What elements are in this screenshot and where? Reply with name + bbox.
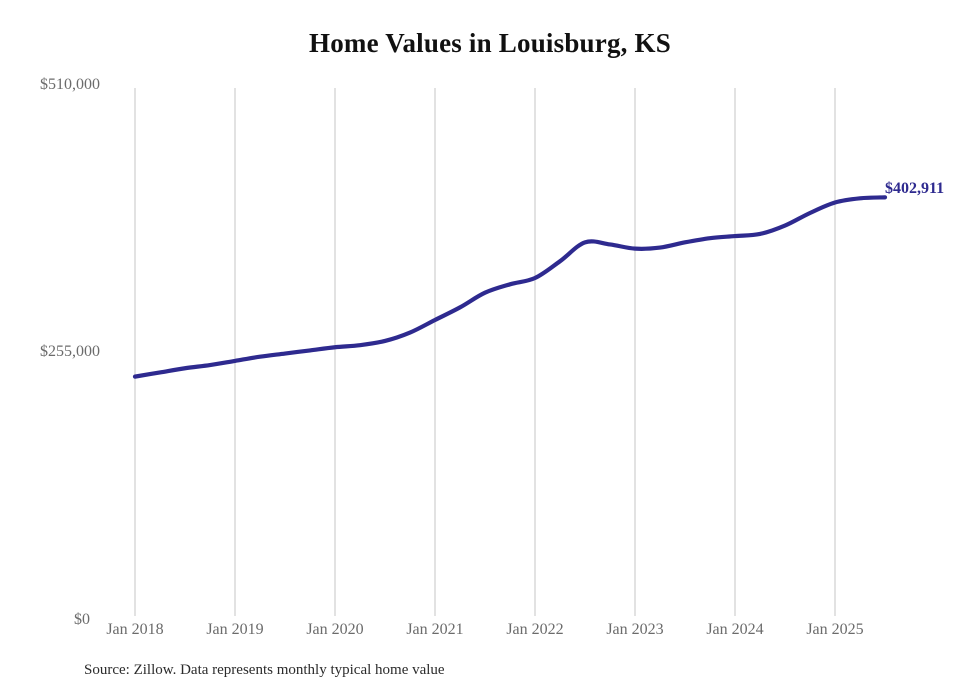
y-axis-tick-label-bottom: $0 bbox=[74, 611, 90, 628]
latest-value-annotation: $402,911 bbox=[885, 180, 945, 197]
y-axis-tick-label-middle: $255,000 bbox=[40, 343, 100, 360]
data-line-typical-home-value bbox=[132, 195, 888, 379]
x-axis-tick-label-jan-2018: Jan 2018 bbox=[106, 621, 164, 638]
x-axis-tick-label-jan-2024: Jan 2024 bbox=[706, 621, 764, 638]
x-axis-tick-label-jan-2025: Jan 2025 bbox=[806, 621, 864, 638]
x-axis-tick-label-jan-2022: Jan 2022 bbox=[506, 621, 564, 638]
source-note: Source: Zillow. Data represents monthly … bbox=[84, 662, 445, 678]
x-axis-tick-label-jan-2019: Jan 2019 bbox=[206, 621, 264, 638]
gridlines bbox=[134, 88, 836, 616]
x-axis-tick-label-jan-2021: Jan 2021 bbox=[406, 621, 464, 638]
y-axis-tick-label-top: $510,000 bbox=[40, 76, 100, 93]
x-axis-tick-label-jan-2023: Jan 2023 bbox=[606, 621, 664, 638]
x-axis-tick-label-jan-2020: Jan 2020 bbox=[306, 621, 364, 638]
chart-title: Home Values in Louisburg, KS bbox=[309, 28, 671, 58]
